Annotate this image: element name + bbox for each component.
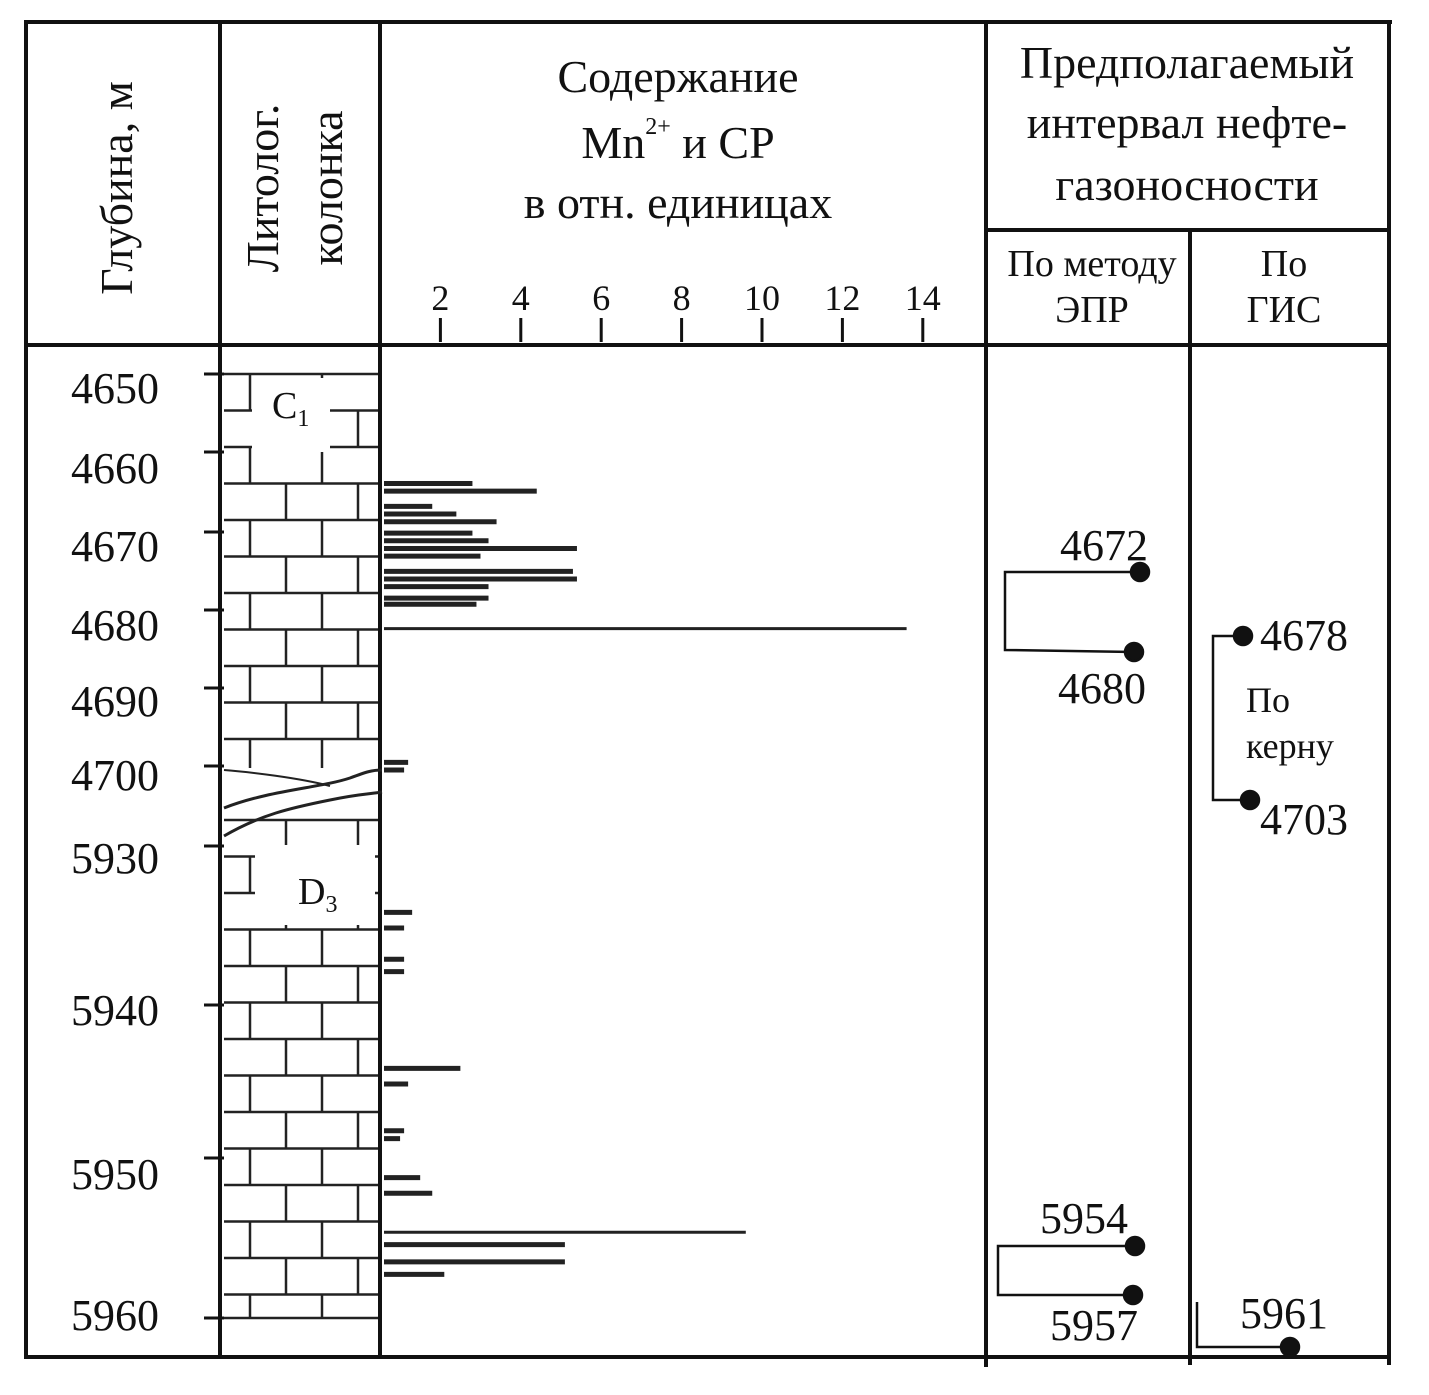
depth-header-label: Глубина, м [91,81,142,295]
strata-label-lower-text: D3 [298,871,337,918]
content-header-line3: в отн. единицах [524,177,832,228]
depth-axis: 4650 4660 4670 4680 4690 4700 5930 5940 5950 5960 [71,364,224,1340]
strata-label-upper: C1 [252,378,330,452]
content-header-line1: Содержание [557,51,798,102]
depth-tick-label: 5960 [71,1291,159,1340]
content-bars [384,481,907,1277]
scale-tick-label: 10 [744,278,780,318]
unconformity-line-lower [223,790,383,838]
strata-upper-base: C [272,385,297,427]
epr-interval-1-top-dot [1129,561,1151,583]
gis-interval-1-top-dot [1232,625,1254,647]
interval-header-line2: интервал нефте- [1027,97,1347,148]
gis-interval-2-bracket [1195,1302,1290,1349]
depth-tick-label: 5930 [71,834,159,883]
scale-tick-label: 12 [824,278,860,318]
epr-interval-2-bottom-dot [1122,1284,1144,1306]
depth-tick-label: 5940 [71,986,159,1035]
epr-interval-2 [996,1235,1146,1306]
header-lithology: Литолог. колонка [237,104,352,273]
header-depth: Глубина, м [91,81,142,295]
litho-header-line2: колонка [301,110,352,265]
content-header-line2: Mn2+ и СР [581,114,774,168]
litho-header-line1: Литолог. [237,104,288,273]
epr-header-line2: ЭПР [1055,289,1129,331]
content-header-sup: 2+ [645,114,671,140]
unconformity-line-top [223,769,331,787]
scale-tick-label: 14 [905,278,941,318]
content-header-rest: и СР [671,117,775,168]
epr-interval-2-top-label: 5954 [1040,1194,1128,1243]
epr-interval-1-bracket [1003,570,1140,654]
unconformity-line-upper [223,768,383,810]
interval-header-line1: Предполагаемый [1020,37,1354,88]
gis-interval-column [1195,625,1301,1358]
depth-tick-label: 4680 [71,601,159,650]
scale-tick-label: 2 [431,278,449,318]
gis-interval-1-note-line1: По [1246,680,1290,720]
interval-header-line3: газоносности [1055,159,1318,210]
header-interval: Предполагаемый интервал нефте- газоносно… [1007,37,1354,331]
strata-upper-sub: 1 [297,406,309,432]
gis-interval-1 [1211,625,1261,811]
epr-interval-2-bracket [996,1244,1135,1297]
scale-axis: 2 4 6 8 10 12 14 [431,278,941,342]
header-content: Содержание Mn2+ и СР в отн. единицах [524,51,832,228]
depth-tick-label: 4660 [71,444,159,493]
epr-interval-1-top-label: 4672 [1060,521,1148,570]
gis-interval-2 [1195,1302,1301,1358]
strata-lower-base: D [298,871,325,913]
scale-tick-label: 4 [512,278,530,318]
gis-interval-1-top-label: 4678 [1260,611,1348,660]
epr-header-line1: По методу [1007,243,1176,285]
strata-label-lower-bg [255,845,375,925]
strata-label-lower: D3 [255,845,375,925]
strata-label-upper-bg [252,378,330,452]
gis-interval-1-note-line2: керну [1246,726,1334,766]
gis-interval-1-bottom-label: 4703 [1260,795,1348,844]
depth-tick-label: 4690 [71,677,159,726]
strata-lower-sub: 3 [325,892,337,918]
gis-interval-1-bracket [1211,634,1250,802]
gis-header-line2: ГИС [1247,289,1322,331]
gis-header-line1: По [1261,243,1307,285]
epr-interval-1-bottom-dot [1123,641,1145,663]
epr-interval-1-bottom-label: 4680 [1058,664,1146,713]
epr-interval-2-bottom-label: 5957 [1050,1301,1138,1350]
depth-tick-label: 4700 [71,751,159,800]
depth-tick-label: 4650 [71,364,159,413]
gis-interval-1-bottom-dot [1239,789,1261,811]
content-header-mn: Mn [581,117,645,168]
scale-tick-label: 8 [673,278,691,318]
depth-tick-label: 5950 [71,1150,159,1199]
scale-tick-label: 6 [592,278,610,318]
depth-tick-label: 4670 [71,522,159,571]
gis-interval-2-label: 5961 [1240,1289,1328,1338]
strata-label-upper-text: C1 [272,385,309,432]
epr-interval-1 [1003,561,1151,663]
gis-interval-2-dot [1279,1336,1301,1358]
epr-interval-2-top-dot [1124,1235,1146,1257]
epr-interval-column [996,561,1151,1306]
